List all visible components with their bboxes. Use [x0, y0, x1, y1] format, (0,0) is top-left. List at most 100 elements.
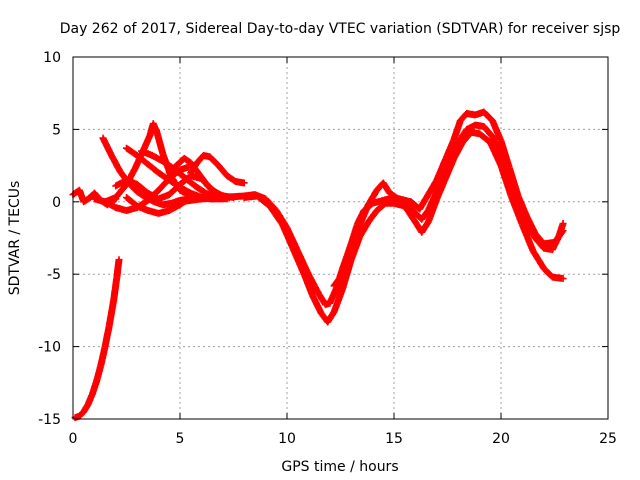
data-point-group [197, 175, 215, 193]
data-point-group [330, 286, 346, 316]
axis-ticks: 0 5 10 15 20 25 -15 -10 -5 0 5 10 [38, 50, 617, 447]
data-point-group [90, 189, 104, 203]
data-point-group [279, 221, 297, 252]
data-point [185, 163, 193, 171]
data-point-group [144, 187, 161, 204]
data-point-group [206, 153, 221, 168]
data-point [240, 179, 248, 187]
x-tick-label: 10 [278, 431, 296, 447]
data-point-group [309, 292, 325, 316]
data-point-group [488, 117, 504, 143]
y-tick-label: 5 [52, 122, 61, 138]
y-axis-label: SDTVAR / TECUs [7, 181, 23, 296]
data-point-group [215, 162, 230, 179]
data-point-group [108, 152, 123, 174]
data-point-group [523, 212, 539, 236]
y-tick-label: -10 [38, 340, 61, 356]
data-point [559, 227, 567, 235]
data-point-group [529, 247, 547, 271]
data-point-group [330, 271, 346, 290]
series-early-steep-rise [71, 256, 123, 422]
data-point-group [531, 230, 547, 247]
series-bump-6.2 [187, 152, 248, 187]
data-point-group [99, 134, 115, 158]
data-point-group [165, 161, 181, 177]
data-point-group [155, 176, 172, 194]
data-point-group [373, 200, 388, 214]
data-point-group [486, 138, 504, 168]
data-point [559, 220, 567, 228]
data-point-group [540, 264, 555, 280]
data-point-group [476, 130, 493, 145]
data-point-group [133, 180, 151, 196]
data-point-group [144, 160, 161, 176]
data-point-group [165, 181, 183, 199]
data-point-group [123, 194, 140, 209]
data-point-group [93, 363, 104, 385]
data-point-group [133, 188, 148, 201]
data-point-group [347, 234, 363, 264]
data-point-group [439, 156, 453, 178]
y-tick-label: 10 [43, 50, 61, 66]
y-tick-label: 0 [52, 195, 61, 211]
data-point-group [364, 208, 380, 226]
data-point-group [110, 275, 121, 304]
plot-frame [72, 56, 609, 420]
x-tick-label: 15 [385, 431, 403, 447]
data-point-group [424, 196, 440, 226]
series-main-b [240, 128, 567, 326]
data-point-group [459, 129, 474, 146]
data-point-group [105, 298, 117, 329]
data-point-group [433, 157, 449, 184]
data-point-group [418, 208, 431, 223]
data-point-group [97, 344, 109, 369]
data-point-group [480, 108, 495, 124]
data-point-group [356, 219, 371, 241]
y-tick-label: -5 [47, 267, 61, 283]
data-point-group [153, 127, 166, 157]
x-tick-label: 20 [492, 431, 510, 447]
x-tick-label: 5 [176, 431, 185, 447]
data-point-group [300, 270, 316, 298]
y-tick-label: -15 [38, 412, 61, 428]
data-point-group [339, 257, 355, 293]
data-point-group [497, 137, 513, 171]
data-point-group [71, 413, 82, 422]
data-point-group [356, 202, 372, 229]
data-point-group [113, 257, 123, 281]
data-point-group [347, 222, 363, 252]
data-point-group [364, 188, 380, 209]
data-point-group [450, 140, 466, 162]
data-points [69, 108, 567, 422]
data-point-group [433, 176, 449, 203]
data-point-group [101, 322, 113, 351]
data-point [112, 195, 120, 203]
x-axis-label: GPS time / hours [281, 459, 398, 475]
data-point-group [506, 165, 522, 199]
data-point-group [324, 309, 337, 326]
data-point-group [289, 246, 307, 277]
data-point-group [322, 300, 332, 309]
data-point-group [508, 194, 526, 227]
chart-title: Day 262 of 2017, Sidereal Day-to-day VTE… [60, 21, 621, 37]
data-point-group [480, 123, 495, 139]
data-point-group [180, 154, 193, 166]
series-base-band [69, 186, 120, 209]
data-point-group [304, 270, 322, 297]
data-point-group [294, 247, 312, 277]
data-point-group [531, 234, 547, 251]
data-point [115, 256, 123, 264]
data-point-group [339, 246, 355, 278]
x-tick-label: 25 [599, 431, 617, 447]
data-point-group [165, 167, 183, 183]
data-point-group [401, 202, 418, 225]
data-point-group [133, 152, 151, 167]
data-point-group [379, 179, 393, 196]
data-point-group [441, 137, 457, 164]
data-point-group [75, 409, 87, 420]
series-main-c [330, 108, 567, 290]
data-point-group [450, 118, 464, 143]
data-point-group [518, 221, 536, 254]
data-point-group [253, 192, 273, 209]
